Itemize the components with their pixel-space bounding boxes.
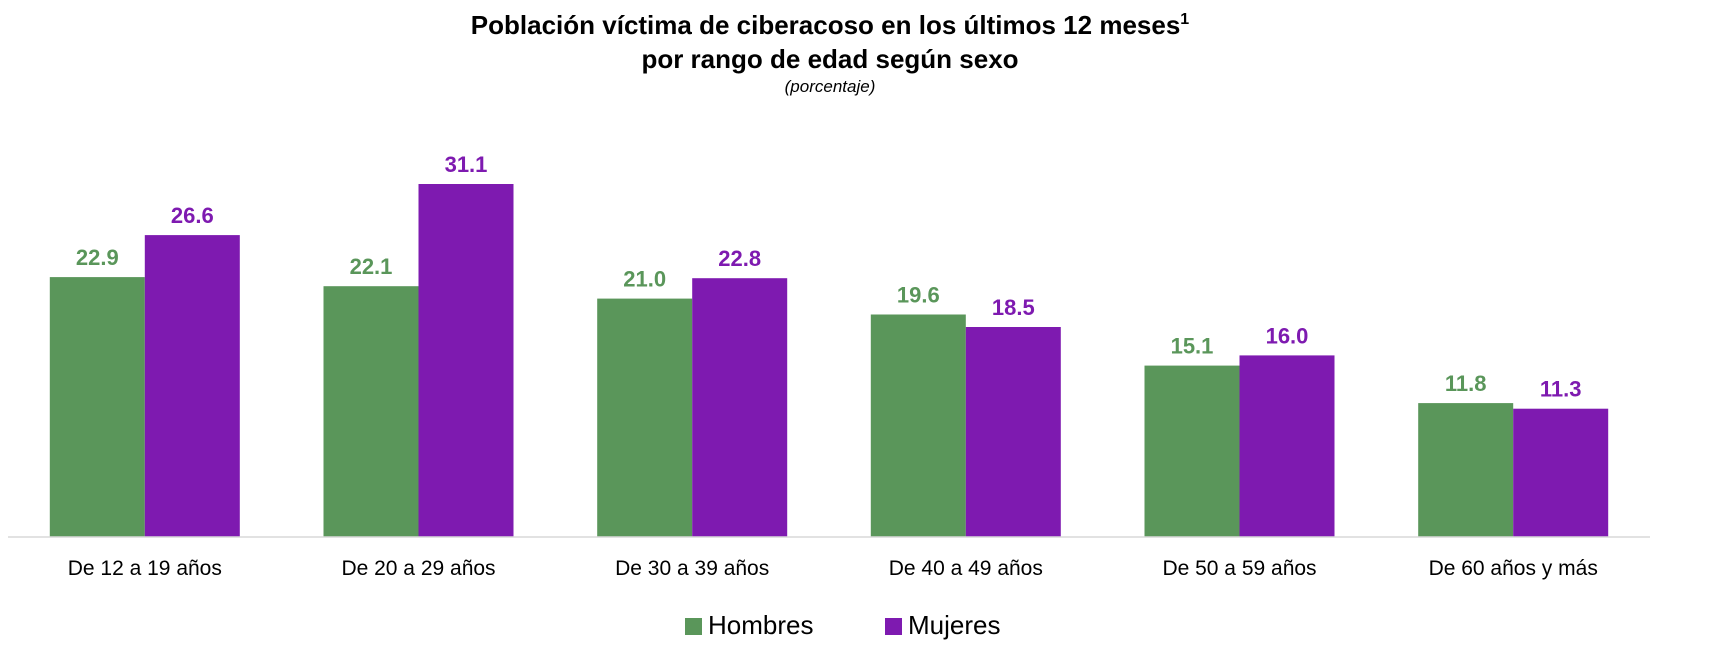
legend: Hombres Mujeres bbox=[685, 610, 1000, 640]
chart-title: Población víctima de ciberacoso en los ú… bbox=[0, 8, 1660, 42]
category-label-6: De 60 años y más bbox=[1429, 557, 1598, 580]
legend-label-hombres: Hombres bbox=[708, 610, 813, 640]
data-label-mujeres-1: 26.6 bbox=[171, 203, 214, 228]
data-label-hombres-6: 11.8 bbox=[1445, 371, 1487, 396]
data-label-hombres-3: 21.0 bbox=[623, 267, 666, 292]
bar-mujeres-3 bbox=[692, 278, 788, 537]
category-labels-group: De 12 a 19 años De 20 a 29 años De 30 a 39… bbox=[68, 557, 1598, 580]
bar-mujeres-1 bbox=[144, 235, 240, 537]
category-label-2: De 20 a 29 años bbox=[341, 557, 495, 580]
chart-title-line2: por rango de edad según sexo bbox=[641, 44, 1019, 74]
legend-swatch-hombres bbox=[685, 618, 702, 635]
bar-labels-group: 22.9 26.6 22.1 31.1 21.0 22.8 19.6 18.5 15.1 16.0… bbox=[76, 152, 1582, 402]
legend-label-mujeres: Mujeres bbox=[908, 610, 1000, 640]
bar-hombres-5 bbox=[1144, 365, 1240, 537]
category-label-5: De 50 a 59 años bbox=[1162, 557, 1316, 580]
bar-mujeres-2 bbox=[418, 184, 514, 537]
bar-hombres-6 bbox=[1418, 403, 1514, 537]
chart-subtitle: (porcentaje) bbox=[784, 77, 876, 96]
category-label-3: De 30 a 39 años bbox=[615, 557, 769, 580]
data-label-mujeres-6: 11.3 bbox=[1540, 377, 1582, 402]
category-label-4: De 40 a 49 años bbox=[889, 557, 1043, 580]
data-label-mujeres-2: 31.1 bbox=[445, 152, 488, 177]
data-label-hombres-1: 22.9 bbox=[76, 245, 119, 270]
bar-hombres-2 bbox=[323, 286, 419, 537]
bar-hombres-4 bbox=[870, 314, 966, 537]
bars-group bbox=[49, 184, 1609, 537]
bar-hombres-1 bbox=[49, 277, 145, 537]
data-label-mujeres-3: 22.8 bbox=[718, 246, 761, 271]
bar-mujeres-4 bbox=[965, 327, 1061, 537]
data-label-mujeres-5: 16.0 bbox=[1266, 323, 1309, 348]
bar-mujeres-5 bbox=[1239, 355, 1335, 537]
chart-title-line1: Población víctima de ciberacoso en los ú… bbox=[470, 10, 1181, 40]
data-label-hombres-2: 22.1 bbox=[350, 254, 393, 279]
bar-hombres-3 bbox=[597, 298, 693, 537]
legend-swatch-mujeres bbox=[885, 618, 902, 635]
chart-title-block: Población víctima de ciberacoso en los ú… bbox=[0, 8, 1660, 98]
data-label-hombres-4: 19.6 bbox=[897, 283, 940, 308]
data-label-hombres-5: 15.1 bbox=[1171, 334, 1214, 359]
title-footnote-marker: 1 bbox=[1180, 11, 1190, 28]
category-label-1: De 12 a 19 años bbox=[68, 557, 222, 580]
bar-mujeres-6 bbox=[1513, 408, 1609, 537]
data-label-mujeres-4: 18.5 bbox=[992, 295, 1035, 320]
